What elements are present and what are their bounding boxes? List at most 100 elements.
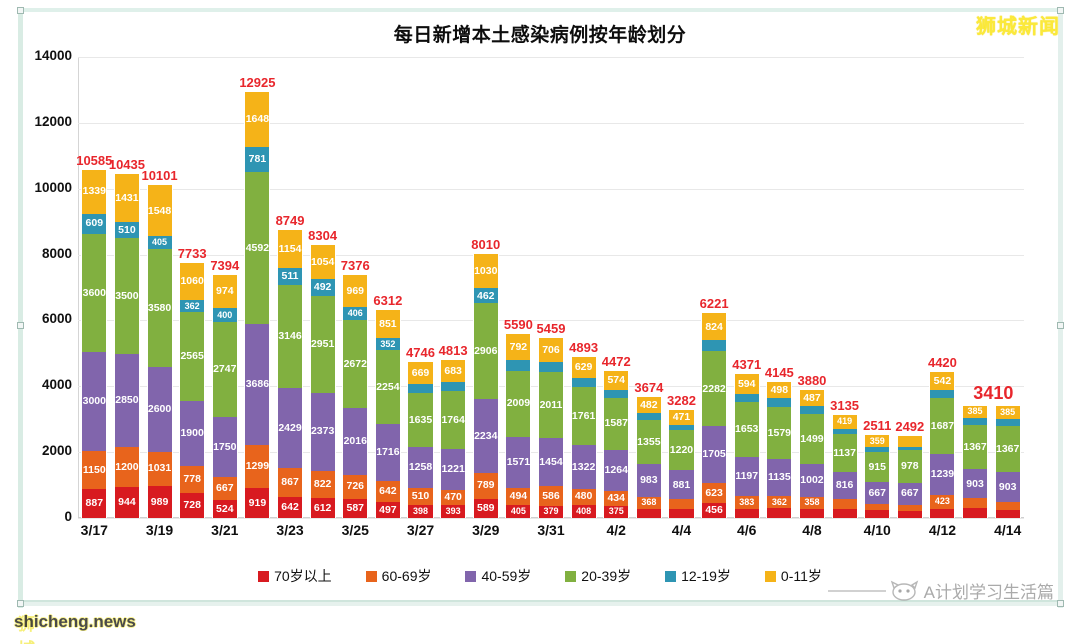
bar-segment[interactable]: 1579 <box>766 407 793 460</box>
bar-segment[interactable] <box>994 418 1021 426</box>
bar-segment[interactable]: 1197 <box>733 456 760 497</box>
bar-segment[interactable]: 2906 <box>472 303 499 400</box>
bar-segment[interactable]: 974 <box>211 274 238 309</box>
bar-column[interactable]: 375 434 1264 1587 574 4472 <box>602 354 631 518</box>
bar-segment[interactable]: 480 <box>570 488 597 505</box>
bar-segment[interactable]: 781 <box>244 146 271 173</box>
bar-segment[interactable]: 4592 <box>244 172 271 324</box>
bar-segment[interactable] <box>701 340 728 352</box>
bar-segment[interactable]: 2282 <box>701 351 728 427</box>
bar-segment[interactable]: 1705 <box>701 426 728 483</box>
bar-segment[interactable]: 2011 <box>537 372 565 439</box>
bar-segment[interactable]: 511 <box>276 267 304 285</box>
bar-segment[interactable] <box>766 508 793 518</box>
bar-column[interactable]: 405 494 1571 2009 792 5590 <box>504 317 533 518</box>
bar-segment[interactable] <box>733 508 760 518</box>
bar-column[interactable]: 642 867 2429 3146 511 1154 8749 <box>276 213 304 518</box>
bar-segment[interactable] <box>798 508 825 518</box>
bar-segment[interactable]: 1764 <box>440 391 467 450</box>
bar-segment[interactable]: 1454 <box>537 438 565 487</box>
bar-column[interactable]: 423 1239 1687 542 4420 <box>928 355 957 518</box>
bar-segment[interactable]: 2016 <box>342 408 369 475</box>
bar-segment[interactable] <box>962 498 989 509</box>
legend-item[interactable]: 40-59岁 <box>465 566 531 586</box>
bar-column[interactable]: 456 623 1705 2282 824 6221 <box>700 296 729 518</box>
bar-segment[interactable]: 903 <box>962 469 989 499</box>
bar-segment[interactable]: 1499 <box>798 414 825 464</box>
bar-segment[interactable]: 3500 <box>113 238 140 354</box>
bar-column[interactable]: 667 915 359 2511 <box>863 418 891 518</box>
bar-column[interactable]: 358 1002 1499 487 3880 <box>797 373 826 518</box>
bar-segment[interactable]: 667 <box>211 476 238 500</box>
bar-segment[interactable]: 629 <box>570 356 597 378</box>
resize-handle-bottom-right[interactable] <box>1057 600 1064 607</box>
bar-segment[interactable]: 3580 <box>146 249 173 367</box>
bar-segment[interactable]: 1367 <box>962 425 989 470</box>
bar-segment[interactable]: 524 <box>211 499 238 518</box>
legend-item[interactable]: 0-11岁 <box>764 566 822 586</box>
bar-segment[interactable]: 542 <box>929 372 956 391</box>
resize-handle-middle-left[interactable] <box>17 322 24 329</box>
bar-segment[interactable]: 1761 <box>570 387 597 446</box>
bar-segment[interactable]: 726 <box>342 474 369 499</box>
bar-segment[interactable] <box>962 418 989 426</box>
bar-segment[interactable]: 1264 <box>603 449 630 492</box>
bar-segment[interactable]: 383 <box>733 496 760 509</box>
bar-segment[interactable] <box>929 390 956 399</box>
bar-segment[interactable]: 594 <box>733 374 760 394</box>
bar-segment[interactable]: 510 <box>113 221 140 239</box>
bar-segment[interactable]: 3146 <box>276 284 304 389</box>
bar-segment[interactable]: 406 <box>342 307 369 321</box>
bar-segment[interactable]: 362 <box>179 299 206 313</box>
bar-segment[interactable] <box>603 389 630 398</box>
bar-segment[interactable] <box>896 504 923 511</box>
bar-column[interactable]: 728 778 1900 2565 362 1060 7733 <box>178 246 207 518</box>
bar-segment[interactable] <box>864 510 891 518</box>
bar-segment[interactable]: 978 <box>896 450 923 483</box>
bar-segment[interactable]: 642 <box>276 496 304 518</box>
bar-segment[interactable]: 1900 <box>179 400 206 467</box>
bar-segment[interactable]: 1137 <box>831 434 858 472</box>
bar-segment[interactable]: 642 <box>374 480 401 502</box>
bar-column[interactable]: 379 586 1454 2011 706 5459 <box>537 321 565 518</box>
bar-segment[interactable] <box>994 502 1021 511</box>
bar-segment[interactable]: 1299 <box>244 444 271 488</box>
bar-segment[interactable]: 2373 <box>309 392 336 471</box>
bar-segment[interactable]: 1221 <box>440 449 467 490</box>
bar-segment[interactable] <box>896 446 923 451</box>
bar-segment[interactable] <box>962 508 989 518</box>
bar-segment[interactable]: 1258 <box>407 446 434 489</box>
resize-handle-top-left[interactable] <box>17 7 24 14</box>
bar-segment[interactable]: 669 <box>407 361 434 384</box>
bar-segment[interactable]: 3686 <box>244 323 271 445</box>
bar-segment[interactable]: 1716 <box>374 424 401 481</box>
bar-segment[interactable] <box>766 397 793 408</box>
legend-item[interactable]: 20-39岁 <box>565 566 631 586</box>
resize-handle-middle-right[interactable] <box>1057 322 1064 329</box>
bar-segment[interactable]: 1750 <box>211 416 238 477</box>
bar-segment[interactable] <box>668 509 695 518</box>
bar-segment[interactable]: 1571 <box>505 436 532 489</box>
bar-segment[interactable]: 792 <box>505 333 532 361</box>
bar-segment[interactable]: 2565 <box>179 312 206 401</box>
bar-segment[interactable]: 683 <box>440 359 467 383</box>
bar-segment[interactable]: 903 <box>994 471 1021 503</box>
bar-segment[interactable]: 352 <box>374 338 401 350</box>
bar-segment[interactable]: 816 <box>831 471 858 499</box>
resize-handle-top-right[interactable] <box>1057 7 1064 14</box>
bar-column[interactable]: 368 983 1355 482 3674 <box>634 380 663 518</box>
bar-column[interactable]: 944 1200 2850 3500 510 1431 10435 <box>109 157 145 518</box>
bar-column[interactable]: 903 1367 385 3410 <box>962 383 1013 518</box>
bar-segment[interactable] <box>831 428 858 435</box>
bar-segment[interactable]: 510 <box>407 488 434 505</box>
bar-segment[interactable]: 989 <box>146 485 173 518</box>
bar-segment[interactable]: 400 <box>211 308 238 322</box>
bar-segment[interactable]: 362 <box>766 496 793 509</box>
bar-segment[interactable]: 398 <box>407 504 434 518</box>
bar-segment[interactable]: 462 <box>472 288 499 304</box>
bar-segment[interactable]: 2254 <box>374 349 401 425</box>
bar-segment[interactable] <box>537 361 565 373</box>
bar-column[interactable]: 383 1197 1653 594 4371 <box>732 357 761 518</box>
bar-segment[interactable]: 667 <box>896 482 923 505</box>
bar-segment[interactable]: 915 <box>864 451 891 482</box>
